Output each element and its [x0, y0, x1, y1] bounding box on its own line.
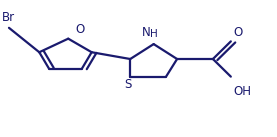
Text: H: H: [150, 29, 158, 39]
Text: O: O: [234, 26, 243, 39]
Text: N: N: [142, 26, 151, 39]
Text: Br: Br: [2, 11, 15, 24]
Text: S: S: [124, 78, 131, 91]
Text: O: O: [75, 23, 84, 36]
Text: OH: OH: [234, 85, 252, 98]
